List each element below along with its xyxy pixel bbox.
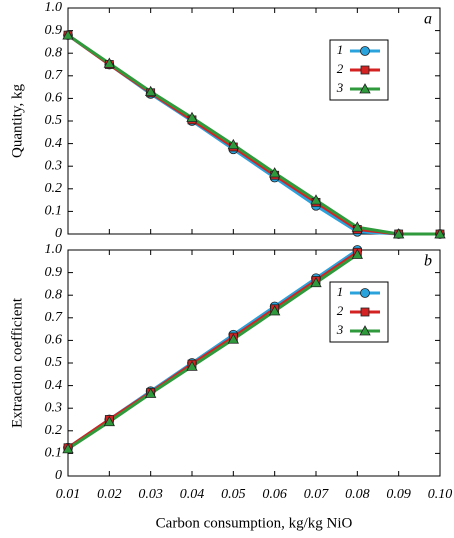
y-tick-label: 0.4 xyxy=(45,378,63,393)
marker xyxy=(310,276,322,288)
marker xyxy=(351,221,364,232)
y-axis-title: Extraction coefficient xyxy=(9,297,25,428)
legend-label: 3 xyxy=(336,80,344,95)
y-tick-label: 0.9 xyxy=(45,23,63,38)
marker xyxy=(268,305,281,316)
y-tick-label: 0.6 xyxy=(45,333,63,348)
marker xyxy=(351,248,364,259)
y-tick-label: 0.3 xyxy=(45,158,63,173)
marker xyxy=(392,228,405,239)
legend-label: 2 xyxy=(337,303,344,318)
marker xyxy=(227,138,240,150)
series-line xyxy=(67,253,359,451)
legend-marker xyxy=(360,288,370,298)
x-tick-label: 0.09 xyxy=(386,487,411,502)
y-tick-label: 0.9 xyxy=(45,265,63,280)
marker xyxy=(62,443,74,454)
y-tick-label: 0.7 xyxy=(45,310,64,325)
y-tick-label: 0.8 xyxy=(45,287,63,302)
x-axis-title: Carbon consumption, kg/kg NiO xyxy=(156,515,353,531)
x-tick-label: 0.04 xyxy=(180,487,205,502)
x-tick-label: 0.05 xyxy=(221,487,246,502)
legend-marker xyxy=(359,325,371,336)
marker xyxy=(103,57,116,68)
y-tick-label: 0.6 xyxy=(45,91,63,106)
marker xyxy=(62,29,74,40)
y-tick-label: 0.2 xyxy=(45,181,63,196)
y-tick-label: 0.8 xyxy=(45,45,63,60)
y-tick-label: 1.0 xyxy=(45,242,63,257)
series-line xyxy=(67,33,440,236)
marker xyxy=(144,387,157,398)
y-tick-label: 0 xyxy=(55,468,62,483)
legend-label: 1 xyxy=(337,284,344,299)
y-tick-label: 0.5 xyxy=(45,355,63,370)
legend-marker xyxy=(360,307,370,317)
marker xyxy=(186,111,198,123)
marker xyxy=(268,167,281,178)
legend-marker xyxy=(360,65,370,75)
marker xyxy=(227,333,240,344)
x-tick-label: 0.01 xyxy=(56,487,81,502)
legend-label: 2 xyxy=(337,61,344,76)
legend-label: 1 xyxy=(337,42,344,57)
y-tick-label: 0.1 xyxy=(45,446,63,461)
y-axis-title: Quantity, kg xyxy=(9,83,25,158)
x-tick-label: 0.02 xyxy=(97,487,122,502)
x-tick-label: 0.08 xyxy=(345,487,370,502)
y-tick-label: 0.4 xyxy=(45,136,63,151)
y-tick-label: 1.0 xyxy=(45,0,63,15)
marker xyxy=(434,228,446,239)
y-tick-label: 0.2 xyxy=(45,423,63,438)
marker xyxy=(103,415,116,427)
x-tick-label: 0.06 xyxy=(262,487,287,502)
x-tick-label: 0.10 xyxy=(428,487,453,502)
x-tick-label: 0.03 xyxy=(138,487,163,502)
y-tick-label: 0.5 xyxy=(45,113,63,128)
marker xyxy=(144,85,157,97)
x-tick-label: 0.07 xyxy=(304,487,330,502)
legend-marker xyxy=(360,46,370,56)
panel-label: b xyxy=(424,253,432,270)
y-tick-label: 0.7 xyxy=(45,68,64,83)
legend-marker xyxy=(359,83,371,94)
y-tick-label: 0 xyxy=(55,226,62,241)
marker xyxy=(186,360,198,371)
series-line xyxy=(67,251,359,449)
panel-label: a xyxy=(424,11,432,28)
marker xyxy=(310,194,322,205)
legend-label: 3 xyxy=(336,322,344,337)
y-tick-label: 0.3 xyxy=(45,400,63,415)
y-tick-label: 0.1 xyxy=(45,204,63,219)
